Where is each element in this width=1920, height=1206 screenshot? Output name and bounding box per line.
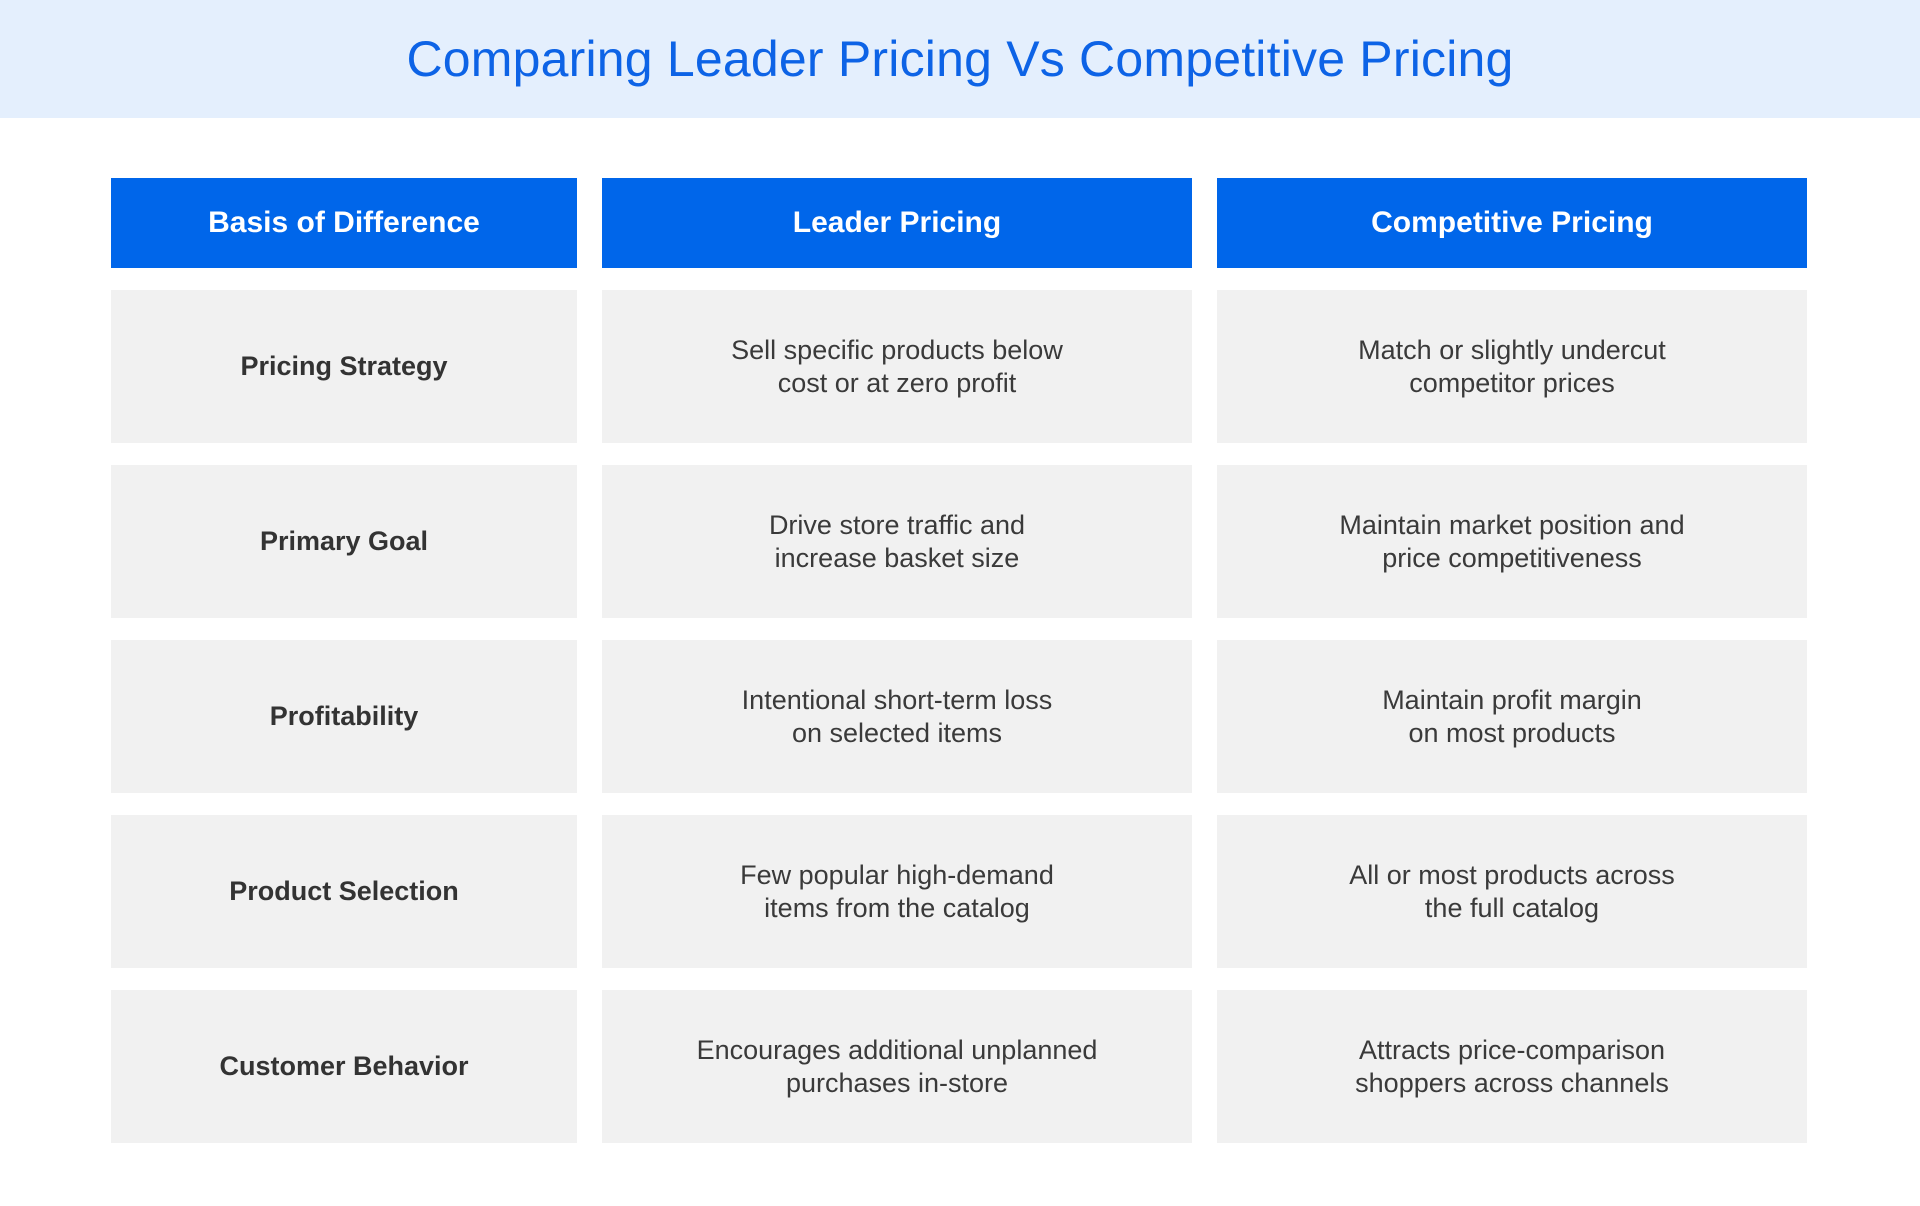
row-competitive-cell: Match or slightly undercut competitor pr…: [1217, 290, 1807, 443]
header-competitive-pricing: Competitive Pricing: [1217, 178, 1807, 268]
row-competitive-cell: Attracts price-comparison shoppers acros…: [1217, 990, 1807, 1143]
row-leader-cell: Sell specific products below cost or at …: [602, 290, 1192, 443]
title-bar: Comparing Leader Pricing Vs Competitive …: [0, 0, 1920, 118]
row-leader-cell: Encourages additional unplanned purchase…: [602, 990, 1192, 1143]
row-basis-cell: Primary Goal: [111, 465, 577, 618]
header-leader-pricing: Leader Pricing: [602, 178, 1192, 268]
leader-text: Sell specific products below cost or at …: [731, 334, 1063, 398]
row-competitive-cell: All or most products across the full cat…: [1217, 815, 1807, 968]
row-competitive-cell: Maintain profit margin on most products: [1217, 640, 1807, 793]
row-competitive-cell: Maintain market position and price compe…: [1217, 465, 1807, 618]
row-basis-cell: Product Selection: [111, 815, 577, 968]
basis-label: Primary Goal: [259, 526, 429, 556]
row-basis-cell: Pricing Strategy: [111, 290, 577, 443]
row-leader-cell: Drive store traffic and increase basket …: [602, 465, 1192, 618]
row-leader-cell: Intentional short-term loss on selected …: [602, 640, 1192, 793]
competitive-text: Match or slightly undercut competitor pr…: [1358, 334, 1666, 398]
basis-label: Product Selection: [229, 876, 459, 906]
competitive-text: All or most products across the full cat…: [1349, 859, 1675, 923]
leader-text: Intentional short-term loss on selected …: [741, 684, 1053, 748]
competitive-text: Maintain market position and price compe…: [1339, 509, 1685, 573]
header-basis: Basis of Difference: [111, 178, 577, 268]
leader-text: Drive store traffic and increase basket …: [768, 509, 1026, 573]
comparison-table: Basis of Difference Leader Pricing Compe…: [111, 178, 1809, 1165]
row-basis-cell: Customer Behavior: [111, 990, 577, 1143]
basis-label: Customer Behavior: [219, 1051, 469, 1081]
basis-label: Profitability: [269, 701, 419, 731]
row-basis-cell: Profitability: [111, 640, 577, 793]
competitive-text: Attracts price-comparison shoppers acros…: [1355, 1034, 1669, 1098]
basis-label: Pricing Strategy: [240, 351, 448, 381]
leader-text: Encourages additional unplanned purchase…: [696, 1034, 1098, 1098]
page-title: Comparing Leader Pricing Vs Competitive …: [406, 31, 1514, 87]
row-leader-cell: Few popular high-demand items from the c…: [602, 815, 1192, 968]
competitive-text: Maintain profit margin on most products: [1382, 684, 1642, 748]
leader-text: Few popular high-demand items from the c…: [740, 859, 1054, 923]
